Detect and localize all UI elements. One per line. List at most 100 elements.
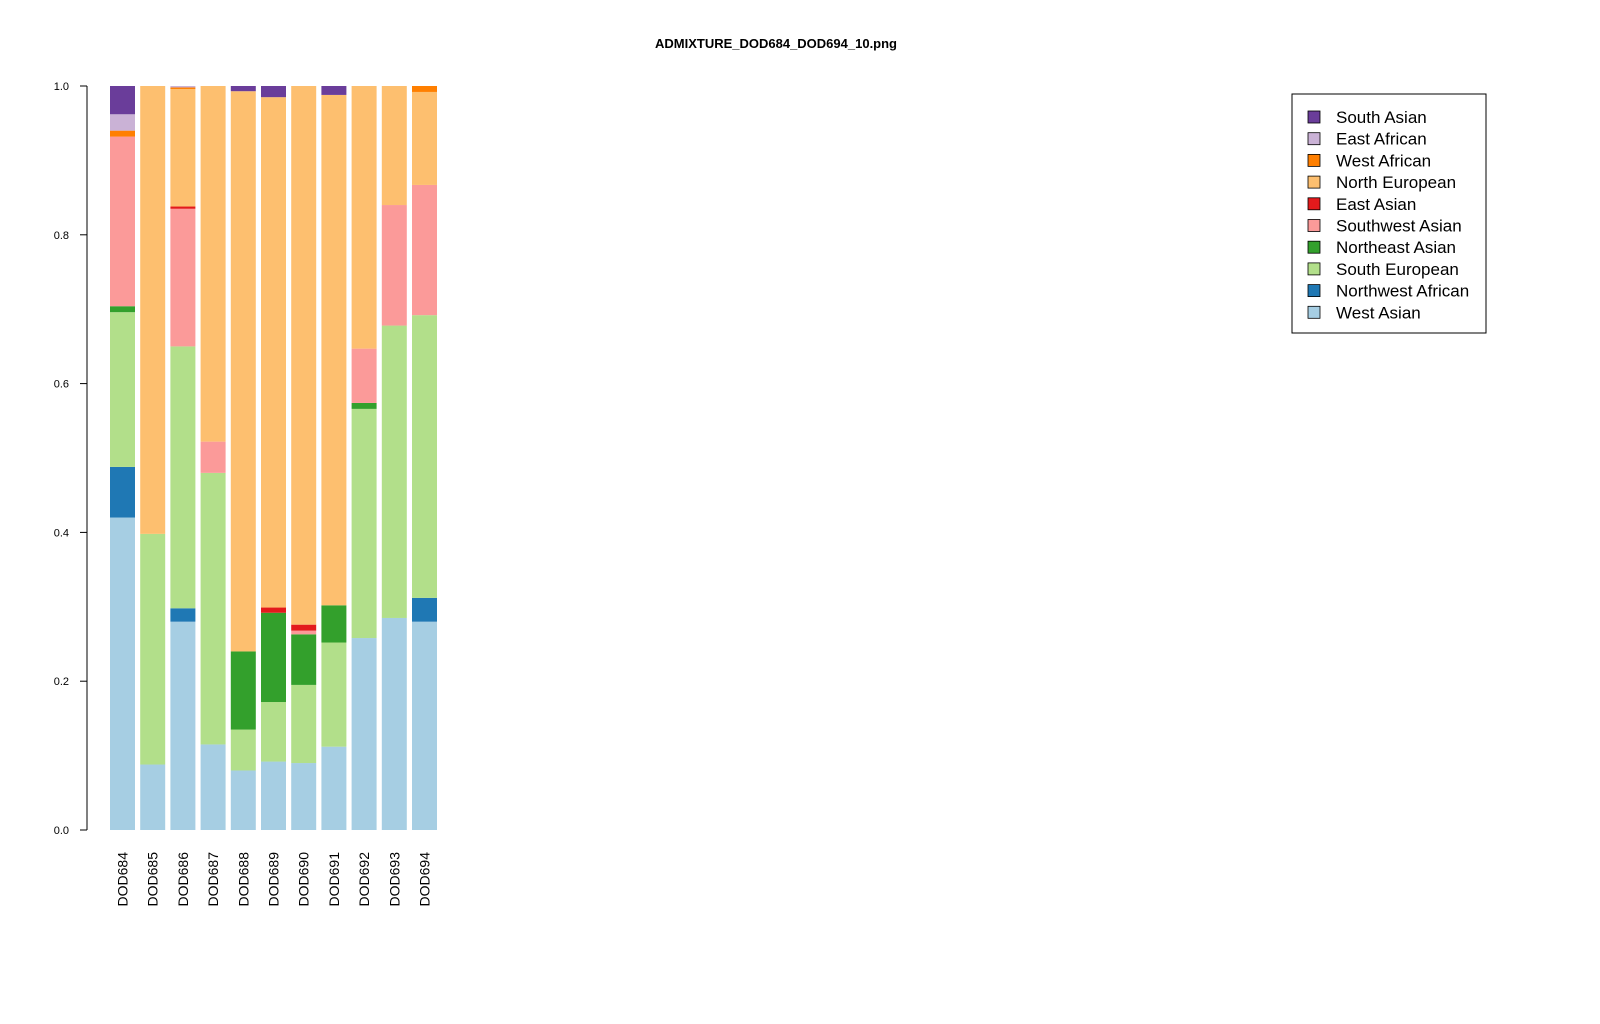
bar-segment-east-asian xyxy=(291,624,317,631)
bar-segment-west-asian xyxy=(291,763,317,830)
legend-label: East Asian xyxy=(1336,195,1416,214)
bar-stack-dod692 xyxy=(351,86,377,830)
bar-segment-west-asian xyxy=(261,761,286,830)
bar-segment-south-asian xyxy=(321,86,347,95)
bar-segment-south-european xyxy=(321,642,347,747)
bar-segment-east-african xyxy=(170,86,196,88)
x-category-label: DOD692 xyxy=(356,852,372,907)
bar-segment-south-asian xyxy=(230,86,256,92)
bar-segment-west-asian xyxy=(230,770,256,830)
bar-stack-dod693 xyxy=(381,86,407,830)
bar-segment-northwest-african xyxy=(110,466,135,518)
bar-segment-west-asian xyxy=(412,621,437,830)
bar-segment-west-asian xyxy=(200,744,226,830)
bar-segment-south-european xyxy=(381,325,407,618)
legend-swatch xyxy=(1307,305,1321,319)
bar-segment-north-european xyxy=(351,86,377,349)
bar-segment-south-european xyxy=(110,312,135,467)
legend-label: West African xyxy=(1336,151,1431,170)
bar-segment-north-european xyxy=(412,91,437,185)
bar-segment-north-european xyxy=(200,86,226,442)
x-category-label: DOD687 xyxy=(205,852,221,907)
y-axis: 0.0 0.2 0.4 0.6 0.8 1.0 xyxy=(54,81,88,837)
bar-segment-northwest-african xyxy=(412,597,437,622)
legend-swatch xyxy=(1307,262,1321,276)
bar-segment-northeast-asian xyxy=(351,402,377,409)
bar-segment-west-african xyxy=(412,86,437,92)
bar-segment-northeast-asian xyxy=(291,634,317,685)
legend-label: West Asian xyxy=(1336,303,1421,322)
bar-segment-west-african xyxy=(170,87,196,89)
legend-label: North European xyxy=(1336,173,1456,192)
bar-segment-south-european xyxy=(291,684,317,764)
legend-swatch xyxy=(1307,284,1321,298)
bar-segment-northeast-asian xyxy=(230,651,256,730)
bar-segment-north-european xyxy=(261,97,286,608)
x-category-label: DOD691 xyxy=(326,852,342,907)
bar-segment-northeast-asian xyxy=(261,612,286,703)
legend: South Asian East African West African North… xyxy=(1291,93,1487,334)
bar-segment-south-european xyxy=(412,315,437,598)
bar-segment-south-asian xyxy=(110,86,135,115)
bar-stack-dod687 xyxy=(200,86,226,830)
legend-label: East African xyxy=(1336,130,1427,149)
bars xyxy=(110,86,437,830)
bar-segment-west-african xyxy=(110,130,135,137)
bar-segment-southwest-asian xyxy=(291,630,317,635)
bar-segment-east-african xyxy=(110,114,135,131)
bar-stack-dod686 xyxy=(170,86,196,830)
legend-swatch xyxy=(1307,153,1321,167)
bar-segment-south-european xyxy=(170,346,196,609)
x-category-label: DOD684 xyxy=(115,852,131,907)
x-axis-labels: DOD684 DOD685 DOD686 DOD687 DOD688 DOD689 DOD6… xyxy=(115,852,433,907)
bar-segment-east-asian xyxy=(170,206,196,209)
x-category-label: DOD686 xyxy=(175,852,191,907)
bar-segment-northeast-asian xyxy=(110,306,135,313)
x-category-label: DOD694 xyxy=(417,852,433,907)
x-category-label: DOD685 xyxy=(145,852,161,907)
legend-label: Northeast Asian xyxy=(1336,238,1456,257)
bar-segment-southwest-asian xyxy=(351,348,377,403)
bar-segment-east-asian xyxy=(261,607,286,613)
y-tick-label: 1.0 xyxy=(54,81,69,93)
x-category-label: DOD688 xyxy=(235,852,251,907)
bar-segment-southwest-asian xyxy=(110,136,135,307)
bar-stack-dod684 xyxy=(110,86,135,830)
bar-segment-south-european xyxy=(261,702,286,762)
bar-segment-southwest-asian xyxy=(200,441,226,473)
y-tick-label: 0.6 xyxy=(54,379,69,391)
bar-segment-north-european xyxy=(321,94,347,606)
x-category-label: DOD693 xyxy=(386,852,402,907)
bar-segment-north-european xyxy=(230,91,256,652)
legend-swatch xyxy=(1307,240,1321,254)
legend-swatch xyxy=(1307,132,1321,146)
legend-label: Northwest African xyxy=(1336,282,1469,301)
y-tick-label: 0.2 xyxy=(54,676,69,688)
bar-segment-west-asian xyxy=(381,617,407,830)
legend-swatch xyxy=(1307,219,1321,232)
bar-segment-west-asian xyxy=(110,517,135,830)
bar-segment-west-asian xyxy=(321,746,347,830)
legend-swatch xyxy=(1307,175,1321,189)
bar-stack-dod691 xyxy=(321,86,347,830)
bar-stack-dod694 xyxy=(412,86,437,830)
bar-stack-dod689 xyxy=(261,86,286,830)
legend-label: Southwest Asian xyxy=(1336,217,1462,236)
y-tick-label: 0.4 xyxy=(54,527,69,539)
bar-segment-south-european xyxy=(351,408,377,639)
bar-stack-dod690 xyxy=(291,86,317,830)
bar-segment-northeast-asian xyxy=(321,605,347,643)
bar-segment-northwest-african xyxy=(170,608,196,622)
legend-swatch xyxy=(1307,110,1321,124)
x-category-label: DOD689 xyxy=(266,852,282,907)
bar-segment-north-european xyxy=(170,88,196,207)
y-tick-label: 0.0 xyxy=(54,825,69,837)
legend-box xyxy=(1291,93,1487,334)
chart-title: ADMIXTURE_DOD684_DOD694_10.png xyxy=(655,36,897,51)
bar-segment-west-asian xyxy=(351,638,377,830)
bar-segment-north-european xyxy=(291,86,317,625)
bar-segment-south-european xyxy=(200,472,226,745)
bar-segment-north-european xyxy=(381,86,407,206)
legend-label: South Asian xyxy=(1336,108,1427,127)
